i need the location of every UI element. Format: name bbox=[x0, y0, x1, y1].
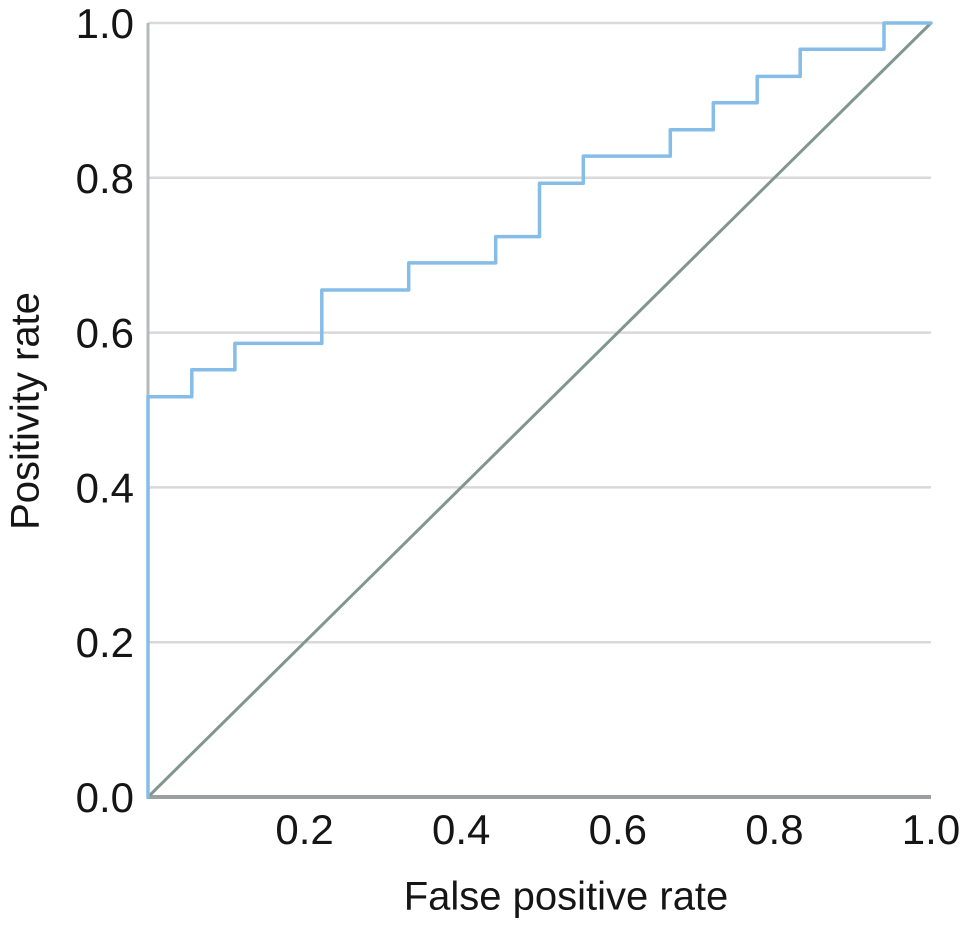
x-tick-label: 0.4 bbox=[432, 806, 490, 853]
roc-curve bbox=[146, 21, 933, 799]
y-tick-label: 0.6 bbox=[76, 310, 134, 357]
y-tick-label: 0.2 bbox=[76, 619, 134, 666]
y-tick-label: 0.0 bbox=[76, 774, 134, 821]
x-tick-label: 0.8 bbox=[745, 806, 803, 853]
y-tick-label: 1.0 bbox=[76, 0, 134, 47]
y-axis-title: Positivity rate bbox=[3, 292, 48, 530]
x-tick-label: 0.6 bbox=[589, 806, 647, 853]
y-tick-label: 0.8 bbox=[76, 155, 134, 202]
x-tick-label: 0.2 bbox=[275, 806, 333, 853]
x-tick-label: 1.0 bbox=[902, 806, 960, 853]
chance-diagonal bbox=[146, 21, 933, 799]
x-axis-title: False positive rate bbox=[403, 874, 729, 919]
y-tick-label: 0.4 bbox=[76, 464, 134, 511]
